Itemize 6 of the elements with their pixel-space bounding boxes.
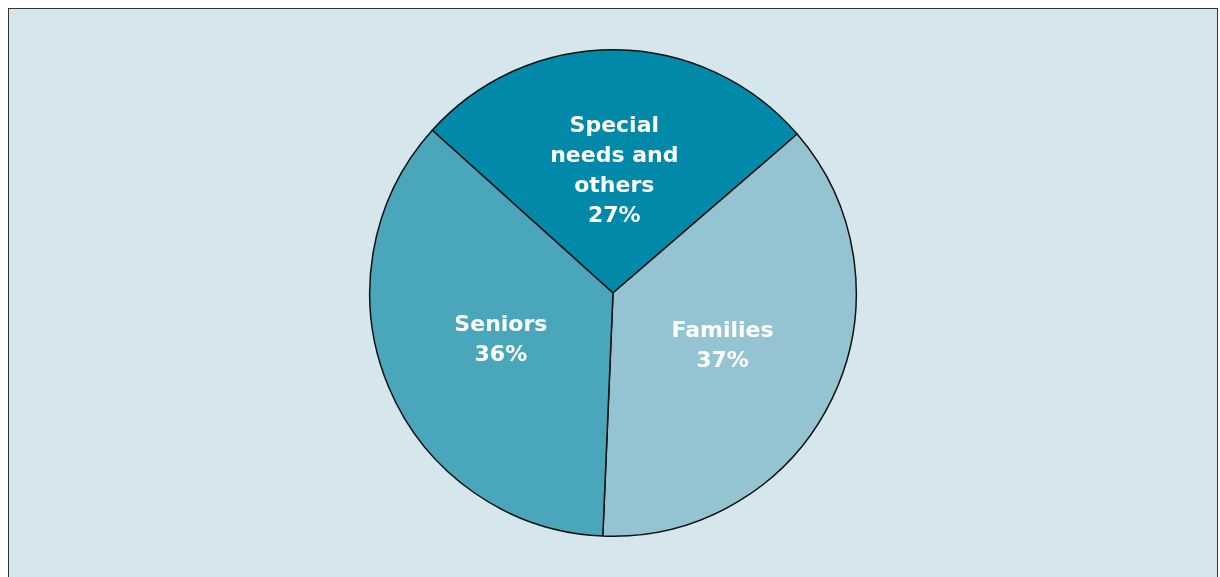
slice-label: Seniors (454, 310, 548, 336)
slice-label: Special needs and others (550, 112, 679, 198)
data-label: 36% (474, 340, 528, 366)
data-label: 27% (587, 202, 641, 228)
data-label: 37% (696, 346, 749, 372)
slice-label: Families (671, 316, 774, 342)
